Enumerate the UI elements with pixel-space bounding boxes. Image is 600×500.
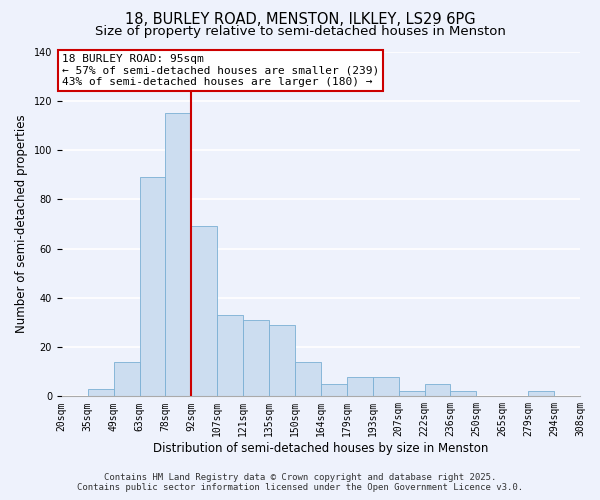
Text: Contains HM Land Registry data © Crown copyright and database right 2025.
Contai: Contains HM Land Registry data © Crown c… <box>77 473 523 492</box>
Bar <box>528 392 554 396</box>
Bar <box>217 315 243 396</box>
Bar <box>140 177 166 396</box>
Bar <box>398 392 425 396</box>
Bar <box>88 389 113 396</box>
Y-axis label: Number of semi-detached properties: Number of semi-detached properties <box>15 114 28 333</box>
Bar <box>347 376 373 396</box>
X-axis label: Distribution of semi-detached houses by size in Menston: Distribution of semi-detached houses by … <box>153 442 488 455</box>
Bar <box>166 113 191 397</box>
Bar <box>295 362 321 396</box>
Bar <box>191 226 217 396</box>
Bar <box>425 384 451 396</box>
Text: 18, BURLEY ROAD, MENSTON, ILKLEY, LS29 6PG: 18, BURLEY ROAD, MENSTON, ILKLEY, LS29 6… <box>125 12 475 28</box>
Bar <box>451 392 476 396</box>
Bar <box>269 325 295 396</box>
Text: 18 BURLEY ROAD: 95sqm
← 57% of semi-detached houses are smaller (239)
43% of sem: 18 BURLEY ROAD: 95sqm ← 57% of semi-deta… <box>62 54 380 87</box>
Bar <box>373 376 398 396</box>
Bar <box>113 362 140 396</box>
Bar <box>321 384 347 396</box>
Text: Size of property relative to semi-detached houses in Menston: Size of property relative to semi-detach… <box>95 25 505 38</box>
Bar <box>243 320 269 396</box>
